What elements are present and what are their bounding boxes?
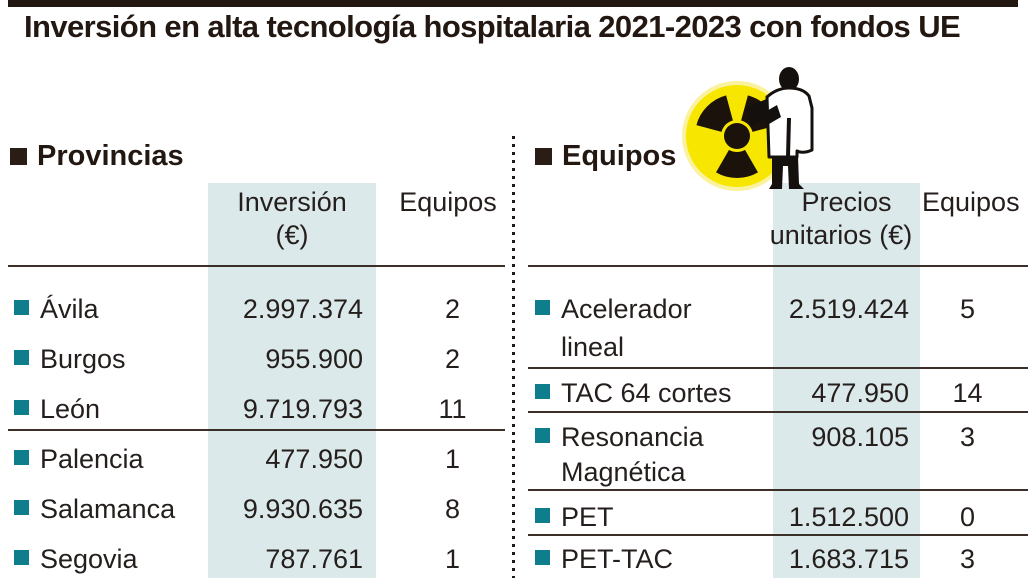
equipment-count: 14 <box>952 378 983 408</box>
equipment-count: 8 <box>444 494 461 524</box>
equipment-count: 1 <box>444 544 461 574</box>
province-name: Ávila <box>40 294 99 324</box>
investment-value: 9.930.635 <box>242 494 363 524</box>
column-header-price-unit: unitarios (€) <box>769 220 913 250</box>
price-column-band <box>773 183 920 578</box>
row-bullet-icon <box>535 384 550 399</box>
unit-price-value: 908.105 <box>811 422 909 452</box>
top-bar <box>8 0 1018 7</box>
doctor-figure <box>745 67 814 189</box>
square-bullet-icon <box>535 148 552 165</box>
equipment-count: 2 <box>444 294 461 324</box>
province-name: Salamanca <box>40 494 176 524</box>
row-bullet-icon <box>535 508 550 523</box>
equipment-count: 1 <box>444 444 461 474</box>
row-bullet-icon <box>14 400 29 415</box>
equipment-name-line2: lineal <box>561 332 625 362</box>
investment-column-band <box>208 183 376 578</box>
equipment-count: 3 <box>959 422 976 452</box>
unit-price-value: 477.950 <box>811 378 909 408</box>
table-rule <box>528 265 1028 267</box>
table-rule <box>528 367 1028 369</box>
square-bullet-icon <box>10 148 27 165</box>
row-bullet-icon <box>14 550 29 565</box>
radiation-doctor-icon <box>682 67 814 191</box>
row-bullet-icon <box>535 428 550 443</box>
column-header-equipment: Equipos <box>922 187 1020 217</box>
province-name: Segovia <box>40 544 138 574</box>
provincias-heading: Provincias <box>37 140 184 172</box>
table-rule <box>528 411 1028 413</box>
investment-value: 787.761 <box>265 544 363 574</box>
equipment-count: 11 <box>438 394 467 424</box>
table-rule <box>528 489 1028 491</box>
row-bullet-icon <box>535 550 550 565</box>
section-divider-dotted <box>512 136 515 578</box>
radiation-doctor-illustration <box>652 60 842 198</box>
investment-value: 2.997.374 <box>242 294 363 324</box>
column-header-investment: Inversión <box>237 187 347 217</box>
row-bullet-icon <box>14 500 29 515</box>
equipment-name: Resonancia <box>561 422 704 452</box>
investment-value: 477.950 <box>265 444 363 474</box>
province-name: Palencia <box>40 444 144 474</box>
equipment-name: PET <box>561 502 614 532</box>
equipment-count: 5 <box>959 294 976 324</box>
province-name: Burgos <box>40 344 126 374</box>
investment-value: 955.900 <box>265 344 363 374</box>
row-bullet-icon <box>14 350 29 365</box>
equipment-name: PET-TAC <box>561 544 674 574</box>
equipos-heading: Equipos <box>562 140 677 172</box>
equipment-count: 0 <box>959 502 976 532</box>
column-header-investment-unit: (€) <box>275 220 309 250</box>
row-bullet-icon <box>535 300 550 315</box>
table-rule <box>8 429 505 431</box>
equipment-name: TAC 64 cortes <box>561 378 732 408</box>
equipment-name-line2: Magnética <box>561 457 686 487</box>
investment-value: 9.719.793 <box>242 394 363 424</box>
table-rule <box>528 534 1028 536</box>
unit-price-value: 1.683.715 <box>788 544 909 574</box>
column-header-equipment: Equipos <box>399 187 497 217</box>
row-bullet-icon <box>14 450 29 465</box>
table-rule <box>8 265 505 267</box>
equipment-count: 3 <box>959 544 976 574</box>
province-name: León <box>40 394 101 424</box>
equipment-count: 2 <box>444 344 461 374</box>
row-bullet-icon <box>14 300 29 315</box>
page-title: Inversión en alta tecnología hospitalari… <box>24 9 961 44</box>
unit-price-value: 1.512.500 <box>788 502 909 532</box>
equipment-name: Acelerador <box>561 294 692 324</box>
column-header-price: Precios <box>801 187 892 217</box>
unit-price-value: 2.519.424 <box>788 294 909 324</box>
